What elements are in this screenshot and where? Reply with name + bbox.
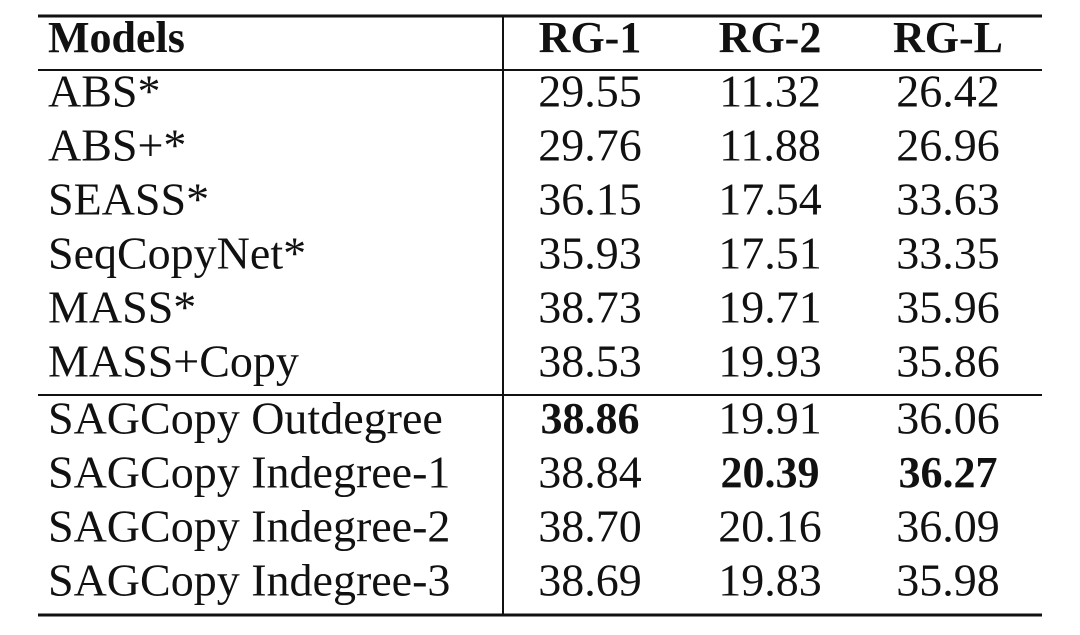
score-cell: 36.15 (538, 174, 642, 225)
score-cell: 38.86 (541, 394, 640, 443)
model-cell: SEASS* (48, 174, 209, 225)
score-cell: 33.63 (896, 174, 1000, 225)
header-cell: RG-2 (719, 13, 822, 62)
score-cell: 38.84 (538, 447, 642, 498)
score-cell: 20.39 (721, 448, 820, 497)
score-cell: 26.42 (896, 66, 1000, 117)
score-cell: 11.88 (719, 120, 821, 171)
model-cell: SAGCopy Indegree-1 (48, 447, 450, 498)
score-cell: 36.09 (896, 501, 1000, 552)
score-cell: 29.55 (538, 66, 642, 117)
score-cell: 38.73 (538, 282, 642, 333)
score-cell: 29.76 (538, 120, 642, 171)
score-cell: 20.16 (718, 501, 822, 552)
score-cell: 17.51 (718, 228, 822, 279)
score-cell: 26.96 (896, 120, 1000, 171)
score-cell: 19.91 (718, 393, 822, 444)
header-cell: RG-L (893, 13, 1003, 62)
model-cell: SAGCopy Outdegree (48, 393, 443, 444)
model-cell: SAGCopy Indegree-2 (48, 501, 450, 552)
model-cell: MASS+Copy (48, 336, 299, 387)
score-cell: 36.06 (896, 393, 1000, 444)
score-cell: 36.27 (899, 448, 998, 497)
model-cell: MASS* (48, 282, 196, 333)
header-cell: Models (48, 13, 185, 62)
score-cell: 19.93 (718, 336, 822, 387)
score-cell: 33.35 (896, 228, 1000, 279)
score-cell: 35.93 (538, 228, 642, 279)
model-cell: ABS+* (48, 120, 186, 171)
score-cell: 35.96 (896, 282, 1000, 333)
model-cell: ABS* (48, 66, 160, 117)
score-cell: 38.53 (538, 336, 642, 387)
score-cell: 35.98 (896, 555, 1000, 606)
model-cell: SAGCopy Indegree-3 (48, 555, 450, 606)
score-cell: 17.54 (718, 174, 822, 225)
score-cell: 19.71 (718, 282, 822, 333)
score-cell: 38.69 (538, 555, 642, 606)
score-cell: 38.70 (538, 501, 642, 552)
header-cell: RG-1 (539, 13, 642, 62)
score-cell: 35.86 (896, 336, 1000, 387)
score-cell: 19.83 (718, 555, 822, 606)
score-cell: 11.32 (719, 66, 821, 117)
model-cell: SeqCopyNet* (48, 228, 306, 279)
